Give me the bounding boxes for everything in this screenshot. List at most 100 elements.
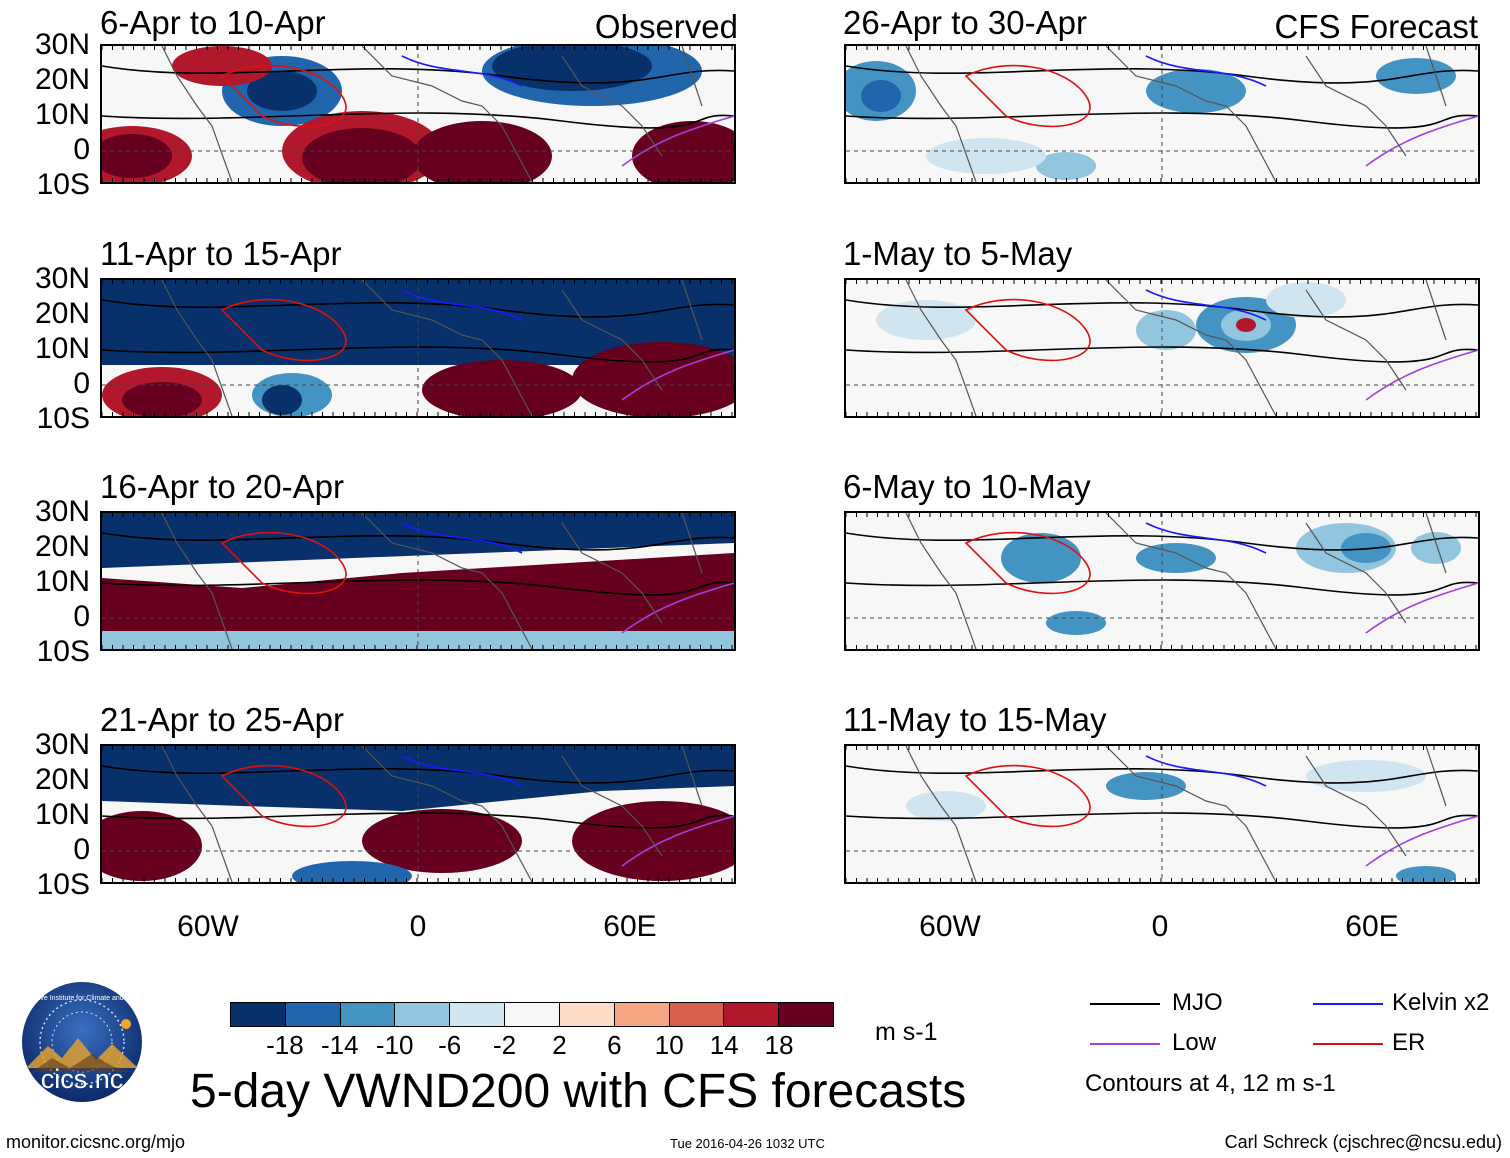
colorbar-tick-label: -14 [321, 1030, 359, 1060]
legend-line-er [1313, 1043, 1383, 1045]
wind-anomaly-shading [1306, 760, 1426, 792]
wave-contour [102, 112, 734, 129]
cfs-forecast-tag: CFS Forecast [1274, 8, 1478, 45]
lon-label-60w-obs: 60W [177, 910, 239, 943]
colorbar-tick-label: 6 [607, 1030, 622, 1060]
coastline [161, 513, 703, 649]
map-panel-obs-3 [100, 511, 736, 651]
wind-anomaly-shading [906, 791, 986, 821]
colorbar-swatch [285, 1003, 341, 1026]
coastline [905, 513, 1447, 649]
wave-contour [964, 298, 1091, 362]
coastline [161, 280, 703, 416]
map-panel-obs-1 [100, 44, 736, 184]
colorbar-swatch [779, 1003, 833, 1026]
wave-contour [621, 349, 734, 401]
wind-anomaly-shading [362, 809, 522, 873]
wave-contour [846, 112, 1478, 129]
wind-anomaly-shading [102, 134, 172, 178]
colorbar-swatch [669, 1003, 725, 1026]
wave-contour [1145, 755, 1267, 787]
contour-note: Contours at 4, 12 m s-1 [1085, 1070, 1336, 1097]
lat-label: 10N [34, 565, 90, 598]
wave-contour [1365, 815, 1478, 867]
lat-label: 10N [34, 98, 90, 131]
colorbar-tick-label: 10 [654, 1030, 684, 1060]
coastline [161, 746, 703, 882]
lat-label: 10N [34, 332, 90, 365]
wave-contour [102, 346, 734, 363]
wind-anomaly-shading [122, 382, 202, 416]
panel-title-obs-1: 6-Apr to 10-Apr [100, 4, 326, 41]
lat-label: 10S [36, 402, 90, 435]
lon-label-0-fcst: 0 [1151, 910, 1169, 943]
panel-title-obs-4: 21-Apr to 25-Apr [100, 701, 344, 738]
colorbar [230, 1002, 834, 1027]
wind-anomaly-shading [1036, 152, 1096, 180]
lon-label-60e-obs: 60E [603, 910, 657, 943]
colorbar-swatch [450, 1003, 506, 1026]
colorbar-tick-label: 2 [552, 1030, 567, 1060]
wind-anomaly-shading [1136, 310, 1196, 350]
colorbar-tick-label: -18 [266, 1030, 304, 1060]
logo-ring-text: Cooperative Institute for Climate and Sa… [10, 995, 154, 1002]
wave-contour [964, 64, 1091, 128]
wind-anomaly-shading [1376, 58, 1456, 94]
wind-anomaly-shading [1236, 318, 1256, 332]
map-panel-fcst-1 [844, 44, 1480, 184]
colorbar-swatch [340, 1003, 396, 1026]
observed-tag: Observed [594, 8, 738, 45]
wind-anomaly-shading [876, 300, 976, 340]
panel-title-fcst-2: 1-May to 5-May [843, 235, 1073, 272]
wave-contour [1145, 289, 1267, 321]
wave-contour [1145, 522, 1267, 554]
wind-anomaly-shading [1106, 772, 1186, 800]
wind-anomaly-shading [1266, 282, 1346, 318]
wave-contour [102, 579, 734, 596]
lat-label: 20N [34, 530, 90, 563]
colorbar-swatch [231, 1003, 286, 1026]
panel-title-fcst-3: 6-May to 10-May [843, 468, 1091, 505]
lat-label: 0 [73, 133, 90, 166]
legend-label-low: Low [1172, 1029, 1217, 1056]
wave-contour [401, 55, 523, 87]
wind-anomaly-shading [247, 71, 317, 111]
cics-logo: cics.nc Cooperative Institute for Climat… [8, 980, 156, 1104]
colorbar-tick-label: 18 [764, 1030, 794, 1060]
wave-contour [220, 531, 347, 595]
map-panel-obs-4 [100, 744, 736, 884]
colorbar-swatch [395, 1003, 451, 1026]
colorbar-tick-label: -2 [492, 1030, 517, 1060]
colorbar-tick-label: -10 [375, 1030, 414, 1060]
wind-anomaly-shading [1396, 866, 1456, 882]
footer-timestamp: Tue 2016-04-26 1032 UTC [670, 1136, 825, 1151]
wind-anomaly-shading [172, 46, 272, 86]
lat-label: 0 [73, 367, 90, 400]
wave-contour [964, 764, 1091, 828]
lat-label: 30N [34, 262, 90, 295]
colorbar-swatch [614, 1003, 670, 1026]
wave-contour [964, 531, 1091, 595]
wind-anomaly-shading [1046, 611, 1106, 635]
lat-label: 0 [73, 600, 90, 633]
colorbar-units: m s-1 [875, 1018, 938, 1046]
coastline [161, 46, 703, 182]
wave-contour [846, 812, 1478, 829]
lat-label: 10S [36, 168, 90, 201]
wind-anomaly-shading [102, 631, 734, 649]
colorbar-tick-label: 14 [709, 1030, 739, 1060]
lon-label-60e-fcst: 60E [1345, 910, 1399, 943]
footer-author: Carl Schreck (cjschrec@ncsu.edu) [1224, 1132, 1502, 1152]
lat-label: 0 [73, 833, 90, 866]
wave-contour [621, 582, 734, 634]
wave-contour [1365, 349, 1478, 401]
wind-anomaly-shading [1341, 533, 1391, 563]
coastline [905, 280, 1447, 416]
wave-contour [220, 298, 347, 362]
legend-line-low [1090, 1043, 1160, 1045]
wind-anomaly-shading [422, 360, 582, 416]
wind-anomaly-shading [1146, 69, 1246, 113]
panel-title-obs-2: 11-Apr to 15-Apr [100, 235, 342, 272]
wind-anomaly-shading [926, 138, 1046, 174]
legend-label-kelvin: Kelvin x2 [1392, 989, 1490, 1016]
